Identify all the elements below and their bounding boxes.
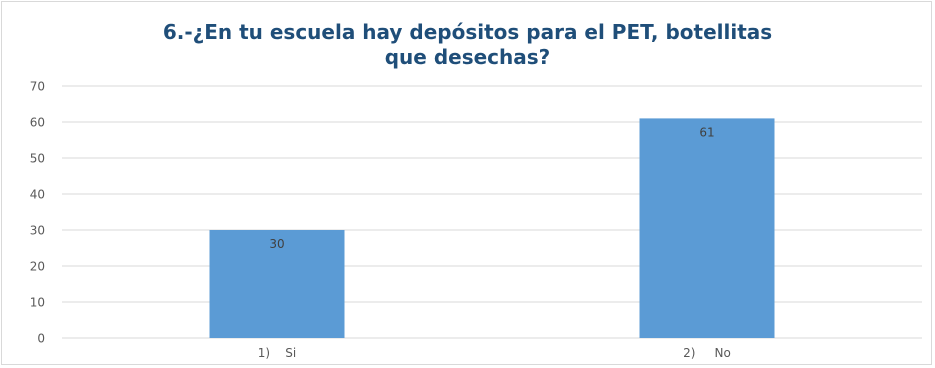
y-tick-label: 70 [30, 80, 45, 94]
bar [209, 230, 345, 338]
x-tick-label: 2) No [683, 346, 731, 360]
chart-title-line2: que desechas? [384, 45, 551, 69]
data-label: 61 [699, 125, 714, 139]
y-tick-label: 60 [30, 116, 45, 130]
y-tick-label: 50 [30, 152, 45, 166]
chart-title: 6.-¿En tu escuela hay depósitos para el … [0, 20, 935, 70]
x-tick-label: 1) Si [258, 346, 297, 360]
y-tick-label: 20 [30, 260, 45, 274]
bar [639, 118, 775, 339]
y-tick-label: 40 [30, 188, 45, 202]
chart-title-line1: 6.-¿En tu escuela hay depósitos para el … [162, 20, 773, 44]
data-label: 30 [269, 237, 284, 251]
y-tick-label: 10 [30, 296, 45, 310]
y-tick-label: 30 [30, 224, 45, 238]
y-tick-label: 0 [37, 332, 45, 346]
